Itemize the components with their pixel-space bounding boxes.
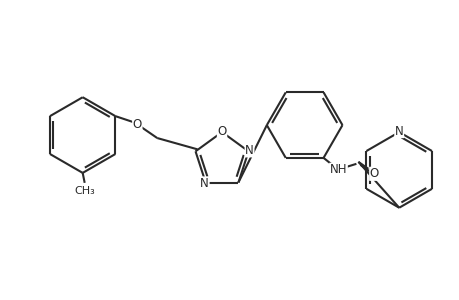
Text: O: O xyxy=(369,167,378,180)
Text: N: N xyxy=(200,177,208,190)
Text: O: O xyxy=(217,124,226,138)
Text: O: O xyxy=(133,118,142,130)
Text: N: N xyxy=(394,124,403,138)
Text: N: N xyxy=(245,144,253,157)
Text: NH: NH xyxy=(329,163,347,176)
Text: CH₃: CH₃ xyxy=(74,186,95,196)
